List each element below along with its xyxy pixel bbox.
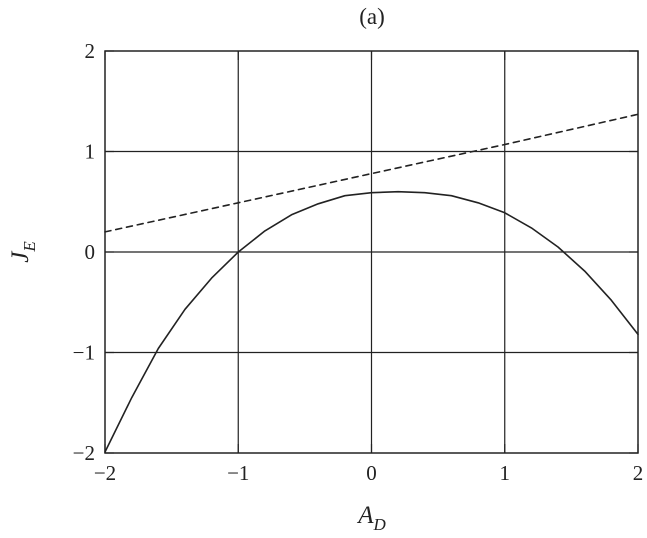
x-tick-label: −2	[94, 461, 116, 485]
y-tick-label: −1	[73, 341, 95, 365]
series-layer	[104, 113, 639, 453]
y-axis-label-main: J	[7, 250, 34, 263]
y-axis-label-group: JE	[7, 241, 39, 263]
x-tick-label: 1	[500, 461, 511, 485]
y-tick-label: 2	[85, 39, 96, 63]
x-axis-label-main: A	[356, 502, 374, 529]
y-axis-label-subscript: E	[20, 241, 39, 253]
tick-labels: −2 −1 0 1 2 −2 −1 0 1 2	[73, 39, 644, 485]
x-axis-label: AD	[356, 502, 386, 534]
y-tick-label: 1	[85, 140, 96, 164]
chart-title: (a)	[359, 4, 385, 29]
y-tick-label: 0	[85, 240, 96, 264]
y-axis-label: JE	[7, 241, 39, 263]
tick-marks	[104, 50, 639, 454]
x-tick-label: −1	[227, 461, 249, 485]
x-axis-label-subscript: D	[373, 515, 387, 534]
series-line-solid	[104, 190, 639, 453]
series-line-dashed	[104, 113, 639, 233]
y-tick-label: −2	[73, 441, 95, 465]
x-tick-label: 0	[366, 461, 377, 485]
grid-lines	[105, 51, 638, 453]
x-tick-label: 2	[633, 461, 644, 485]
